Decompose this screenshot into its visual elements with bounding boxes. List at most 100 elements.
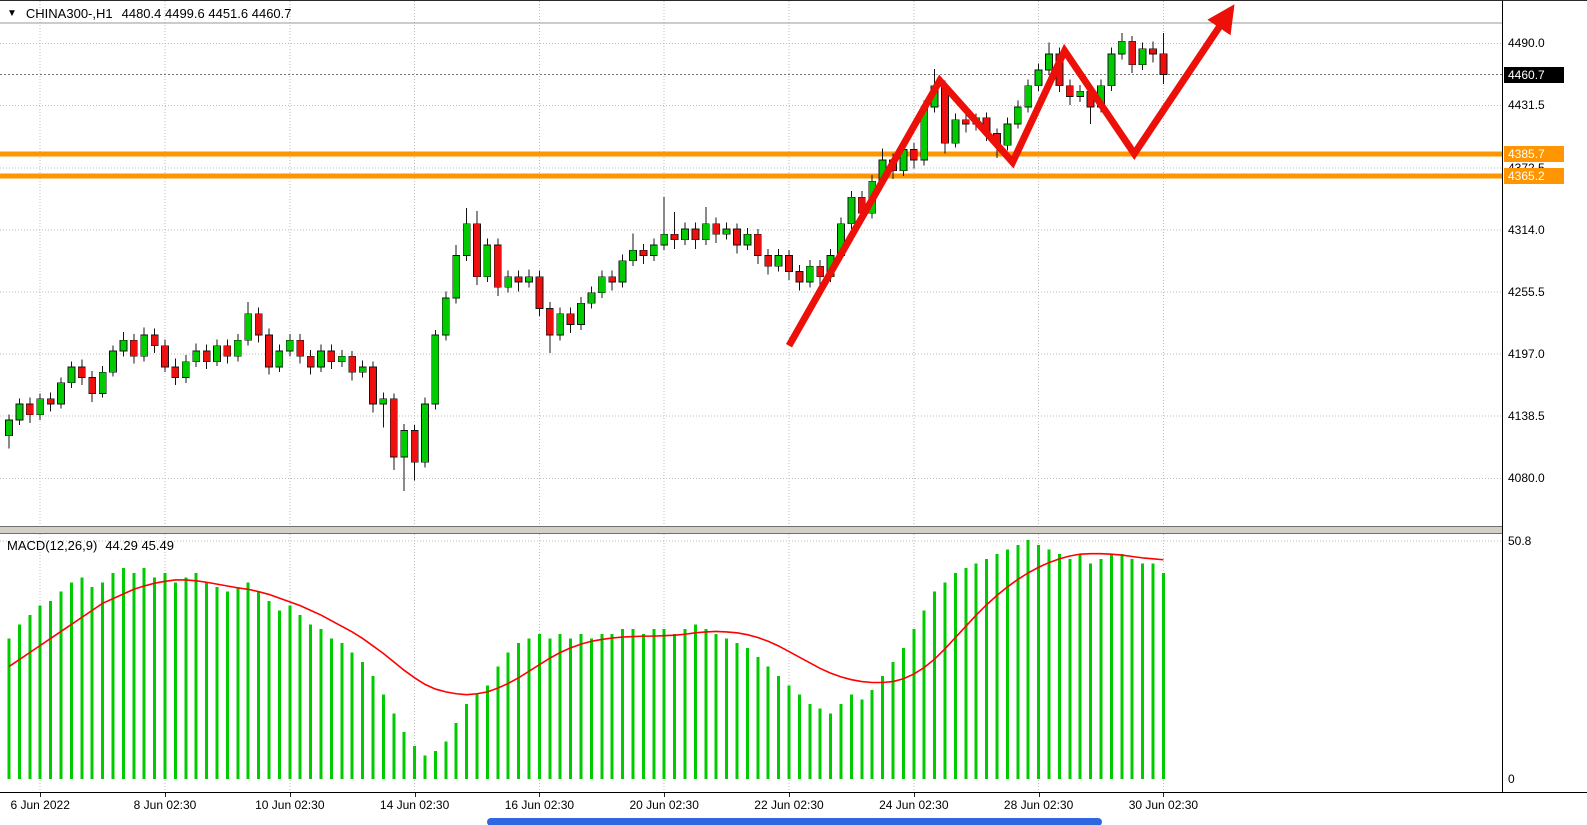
candle-up — [556, 313, 565, 336]
macd-signal-line — [8, 552, 1164, 696]
candle-down — [712, 223, 721, 235]
price-axis-label: 4080.0 — [1508, 471, 1545, 486]
candle-up — [337, 355, 346, 362]
time-axis-label: 28 Jun 02:30 — [1003, 798, 1074, 812]
candle-up — [233, 340, 242, 357]
candle-up — [192, 350, 201, 362]
candle-down — [545, 308, 554, 336]
candle-up — [847, 196, 856, 225]
candle-up — [67, 366, 76, 384]
candle-down — [202, 350, 211, 362]
candle-down — [753, 233, 762, 256]
price-axis-label: 4490.0 — [1508, 36, 1545, 51]
time-axis-tick — [40, 793, 42, 797]
candle-up — [597, 276, 606, 294]
time-axis-label: 10 Jun 02:30 — [255, 798, 325, 812]
candle-down — [535, 276, 544, 309]
candle-up — [431, 334, 440, 405]
time-axis-tick — [913, 793, 915, 797]
macd-indicator-canvas[interactable] — [0, 534, 1502, 792]
candles — [5, 32, 1168, 491]
level-price-tag: 4385.7 — [1504, 146, 1564, 163]
candle-down — [785, 255, 793, 272]
time-axis-tick — [664, 793, 666, 797]
candle-up — [681, 228, 689, 240]
candle-down — [171, 366, 180, 378]
candle-up — [109, 350, 117, 373]
candle-up — [244, 313, 253, 341]
time-axis-tick — [165, 793, 166, 797]
trend-arrow-annotation[interactable] — [785, 4, 1235, 348]
candle-down — [1065, 85, 1074, 97]
candle-up — [317, 350, 325, 368]
candle-down — [369, 366, 377, 405]
candle-down — [473, 223, 481, 278]
candle-up — [119, 340, 128, 352]
candle-up — [805, 265, 814, 283]
macd-indicator-label: MACD(12,26,9) 44.29 45.49 — [7, 538, 174, 553]
candle-down — [348, 355, 357, 373]
candle-up — [57, 382, 65, 405]
price-chart-canvas[interactable] — [0, 1, 1502, 526]
time-axis-label: 8 Jun 02:30 — [133, 798, 197, 812]
price-axis-label: 4431.5 — [1508, 98, 1545, 113]
time-axis[interactable]: 6 Jun 2022 8 Jun 02:30 10 Jun 02:30 14 Jun … — [0, 792, 1587, 816]
candle-up — [1013, 106, 1022, 125]
candle-up — [483, 244, 492, 278]
candle-down — [670, 233, 679, 240]
candle-up — [1076, 90, 1085, 97]
candle-up — [275, 350, 284, 368]
level-price-tag: 4365.2 — [1504, 167, 1564, 184]
candle-up — [577, 302, 585, 325]
candle-up — [181, 361, 190, 378]
candle-down — [265, 334, 273, 368]
macd-histogram — [7, 540, 1165, 779]
price-axis[interactable]: 4490.04431.54372.54314.04255.54197.04138… — [1502, 1, 1587, 792]
candle-up — [951, 119, 960, 144]
bid-price-tag: 4460.7 — [1504, 66, 1564, 83]
candle-up — [98, 371, 107, 394]
candle-up — [1045, 53, 1053, 71]
candle-up — [36, 398, 45, 415]
candle-down — [909, 149, 918, 161]
panel-splitter[interactable] — [0, 526, 1587, 534]
time-axis-tick — [539, 793, 541, 797]
time-axis-label: 22 Jun 02:30 — [754, 798, 824, 812]
chart-symbol-timeframe: CHINA300-,H1 — [25, 6, 113, 21]
candle-up — [525, 276, 533, 283]
candle-down — [1159, 53, 1168, 75]
symbol-marker-icon: ▼ — [7, 8, 17, 19]
candle-down — [223, 345, 232, 357]
candle-down — [566, 313, 575, 325]
candle-down — [296, 340, 305, 357]
candle-down — [254, 313, 263, 336]
candle-up — [400, 430, 409, 458]
candle-up — [1138, 48, 1147, 65]
candle-down — [161, 345, 169, 368]
time-axis-label: 24 Jun 02:30 — [879, 798, 949, 812]
candle-down — [608, 276, 617, 283]
candle-up — [629, 249, 637, 262]
time-axis-label: 30 Jun 02:30 — [1128, 798, 1199, 812]
candle-up — [462, 223, 471, 256]
candle-up — [452, 255, 461, 299]
candle-down — [150, 334, 159, 347]
time-axis-tick — [1163, 793, 1165, 797]
candle-down — [733, 228, 741, 246]
candle-down — [88, 377, 97, 394]
macd-axis-label: 0 — [1508, 772, 1515, 786]
candle-up — [1117, 40, 1126, 55]
macd-current-values: 44.29 45.49 — [105, 538, 174, 553]
candle-down — [327, 350, 336, 362]
candle-up — [140, 334, 149, 357]
candle-up — [743, 233, 752, 246]
taskbar-strip[interactable] — [487, 818, 1102, 825]
candle-down — [46, 398, 55, 405]
time-axis-label: 14 Jun 02:30 — [379, 798, 450, 812]
candle-up — [5, 419, 13, 437]
candle-up — [774, 255, 783, 267]
macd-axis-label: 50.8 — [1508, 534, 1532, 549]
candle-down — [639, 249, 648, 256]
time-axis-label: 16 Jun 02:30 — [504, 798, 575, 812]
